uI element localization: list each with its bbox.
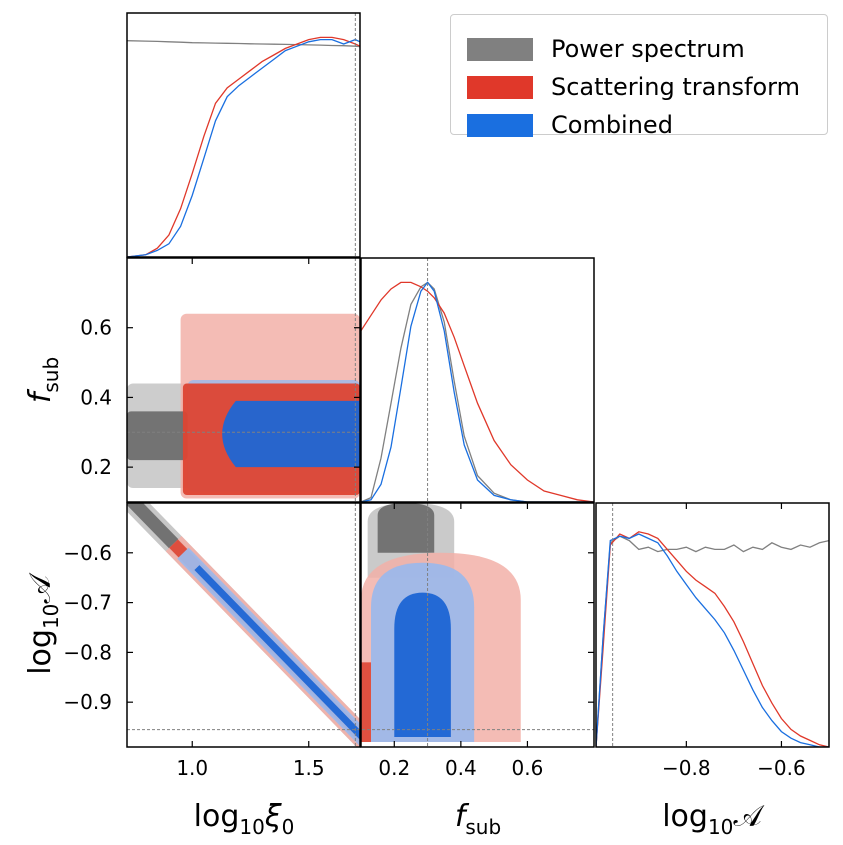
xlabel-loga: log10𝒜 bbox=[662, 799, 765, 839]
panel-frame-r2-c0 bbox=[126, 502, 361, 748]
panel-frame-r1-c0 bbox=[126, 257, 361, 503]
curve-fsub-scattering-transform bbox=[361, 281, 594, 502]
marginal-logA bbox=[596, 531, 829, 747]
ylabel-fsub: fsub bbox=[23, 357, 63, 403]
curve-logA-scattering-transform bbox=[596, 531, 829, 747]
panel-xi0-fsub-contours bbox=[127, 313, 360, 499]
curve-xi0-power-spectrum bbox=[127, 40, 360, 48]
panel-frame-r2-c1 bbox=[360, 502, 595, 748]
tick-label-fsub-y: 0.6 bbox=[80, 316, 112, 340]
contour-inner-power-spectrum bbox=[127, 411, 188, 461]
tick-label-fsub-x: 0.4 bbox=[445, 756, 477, 780]
curve-fsub-combined bbox=[361, 281, 594, 502]
curve-logA-power-spectrum bbox=[596, 535, 829, 747]
panel-frame-r1-c1 bbox=[360, 257, 595, 503]
curve-fsub-power-spectrum bbox=[361, 281, 594, 502]
legend-item-scattering-transform: Scattering transform bbox=[467, 73, 800, 101]
curve-xi0-combined bbox=[127, 38, 360, 257]
legend-swatch-scattering-transform bbox=[467, 75, 533, 99]
marginal-fsub bbox=[361, 281, 594, 502]
panel-fsub-loga-contours bbox=[361, 503, 521, 743]
tick-label-loga-y: −0.8 bbox=[63, 640, 112, 664]
marginal-xi0 bbox=[127, 36, 360, 257]
ylabel-loga: log10𝒜 bbox=[23, 572, 63, 675]
legend-label-power-spectrum: Power spectrum bbox=[551, 35, 745, 63]
tick-label-fsub-x: 0.6 bbox=[512, 756, 544, 780]
tick-label-fsub-y: 0.2 bbox=[80, 455, 112, 479]
panel-frame-r0-c0 bbox=[126, 12, 361, 258]
legend-item-power-spectrum: Power spectrum bbox=[467, 35, 745, 63]
curve-logA-combined bbox=[596, 533, 829, 747]
legend-swatch-power-spectrum bbox=[467, 37, 533, 61]
panel-frame-r2-c2 bbox=[595, 502, 830, 748]
legend-item-combined: Combined bbox=[467, 111, 673, 139]
tick-label-loga-x: −0.8 bbox=[662, 756, 711, 780]
tick-label-fsub-y: 0.4 bbox=[80, 385, 112, 409]
tick-label-loga-y: −0.9 bbox=[63, 690, 112, 714]
tick-label-xi0: 1.5 bbox=[293, 756, 325, 780]
legend-swatch-combined bbox=[467, 113, 533, 137]
contour-inner-scattering-transform bbox=[361, 662, 371, 743]
band-inner-combined bbox=[194, 565, 360, 740]
panel-xi0-loga-contours bbox=[127, 503, 360, 747]
xlabel-fsub: fsub bbox=[455, 799, 501, 839]
tick-label-loga-y: −0.7 bbox=[63, 591, 112, 615]
curve-xi0-scattering-transform bbox=[127, 36, 360, 257]
contour-inner-power-spectrum bbox=[377, 503, 435, 553]
tick-label-loga-x: −0.6 bbox=[757, 756, 806, 780]
contour-inner-combined bbox=[394, 592, 451, 738]
legend-label-scattering-transform: Scattering transform bbox=[551, 73, 800, 101]
legend-label-combined: Combined bbox=[551, 111, 673, 139]
xlabel-xi0: log10ξ0 bbox=[194, 799, 295, 839]
tick-label-fsub-x: 0.2 bbox=[378, 756, 410, 780]
tick-label-loga-y: −0.6 bbox=[63, 541, 112, 565]
contour-inner-combined bbox=[222, 400, 360, 468]
tick-label-xi0: 1.0 bbox=[176, 756, 208, 780]
legend: Power spectrum Scattering transform Comb… bbox=[450, 14, 828, 139]
